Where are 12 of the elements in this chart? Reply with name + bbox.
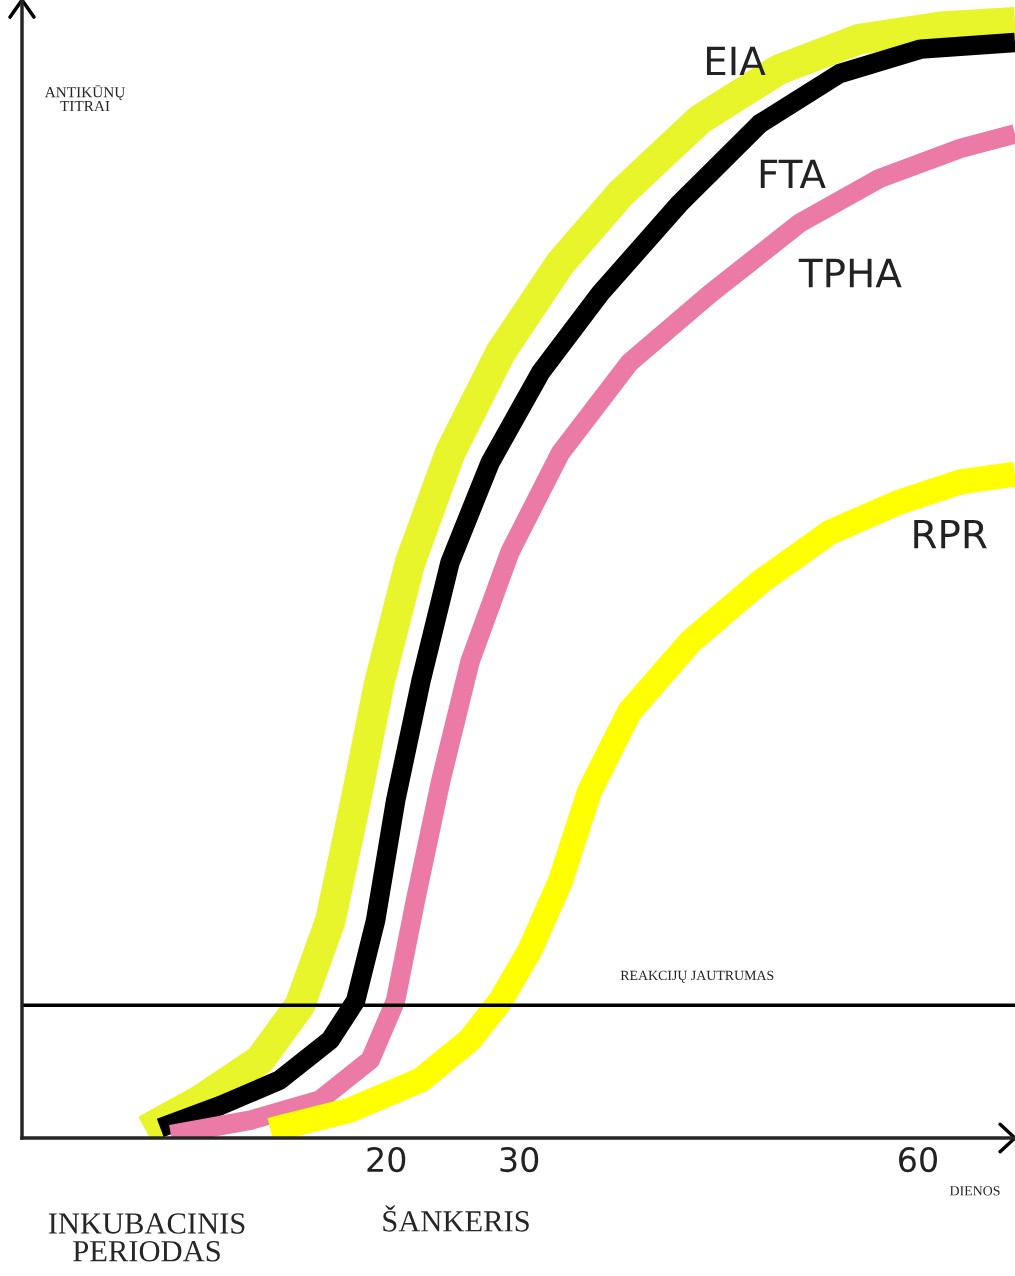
x-tick-label: 60 xyxy=(899,1146,937,1173)
y-axis-title: ANTIKŪNŲ TITRAI xyxy=(44,85,125,112)
series-label: FTA xyxy=(760,159,826,189)
series-label: TPHA xyxy=(798,258,902,288)
x-axis-title: DIENOS xyxy=(949,1186,1000,1196)
text: INKUBACINIS PERIODAS xyxy=(48,1213,245,1262)
series-label: EIA xyxy=(706,46,766,76)
x-tick-label: 20 xyxy=(367,1146,406,1173)
text: ŠANKERIS xyxy=(383,1205,529,1232)
x-tick-label: 30 xyxy=(500,1146,539,1173)
series-label: RPR xyxy=(914,519,987,549)
ref-line-label: REAKCIJŲ JAUTRUMAS xyxy=(620,970,774,983)
